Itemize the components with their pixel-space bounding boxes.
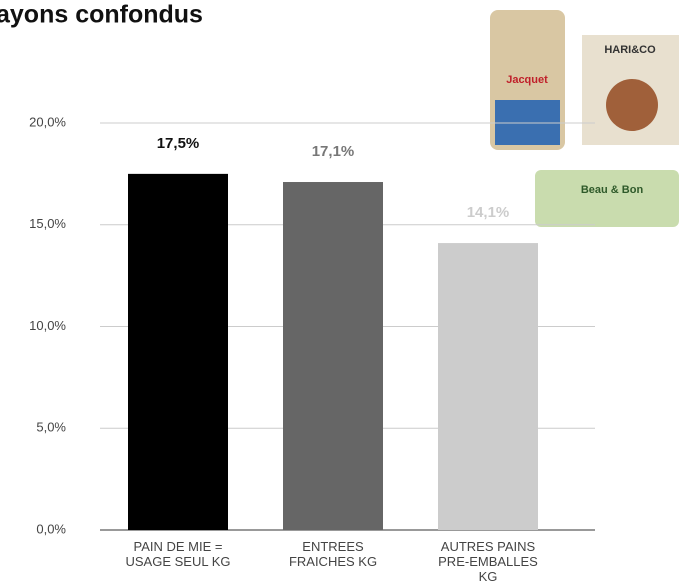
y-tick-label: 0,0%	[36, 521, 66, 536]
product-brand: Beau & Bon	[581, 184, 644, 196]
bar	[283, 182, 383, 530]
chart-title: ayons confondus	[0, 1, 203, 29]
y-tick-label: 20,0%	[29, 114, 66, 129]
product-image	[535, 170, 679, 227]
y-tick-label: 15,0%	[29, 216, 66, 231]
value-label: 17,1%	[312, 143, 355, 160]
bar	[128, 173, 228, 530]
product-brand: HARI&CO	[604, 44, 656, 56]
y-tick-label: 10,0%	[29, 318, 66, 333]
product-images: Jacquet HARI&CO Beau & Bon	[490, 10, 679, 227]
x-tick-label: PAIN DE MIE = USAGE SEUL KG	[126, 539, 231, 569]
x-tick-label: AUTRES PAINS PRE-EMBALLES KG	[438, 539, 538, 584]
product-image	[606, 79, 658, 131]
bar	[438, 243, 538, 530]
value-label: 17,5%	[157, 135, 200, 152]
product-brand: Jacquet	[506, 74, 548, 86]
value-label: 14,1%	[467, 204, 510, 221]
y-tick-label: 5,0%	[36, 420, 66, 435]
x-tick-label: ENTREES FRAICHES KG	[289, 539, 377, 569]
